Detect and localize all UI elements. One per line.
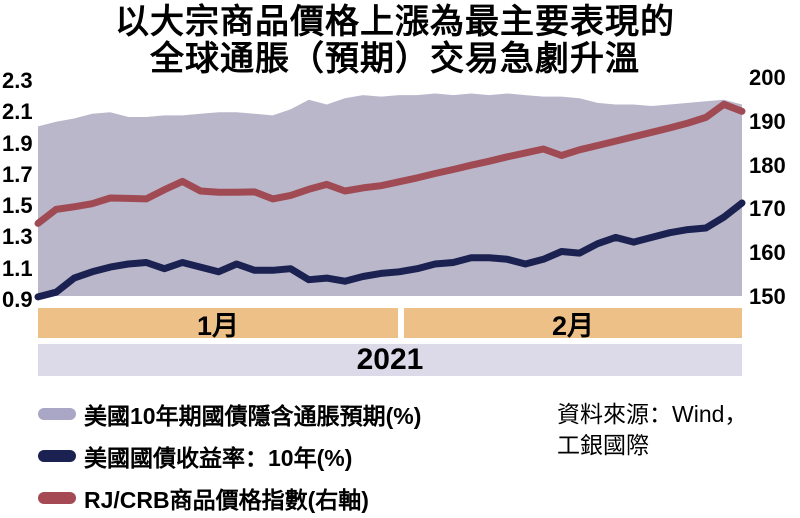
right-axis-tick: 200 [749, 65, 786, 90]
legend-item-breakeven: 美國10年期國債隱含通脹預期(%) [38, 402, 421, 429]
left-axis-tick: 1.5 [2, 193, 33, 218]
chart-title: 以大宗商品價格上漲為最主要表現的 全球通脹（預期）交易急劇升溫 [0, 4, 790, 78]
right-axis-tick: 170 [749, 196, 786, 221]
data-source-note: 資料來源：Wind， 工銀國際 [557, 399, 747, 461]
crb-index-line-series [34, 100, 746, 227]
chart-title-line1: 以大宗商品價格上漲為最主要表現的 [115, 3, 675, 41]
month-label-february: 2月 [551, 310, 595, 341]
month-label-january: 1月 [196, 310, 240, 341]
x-axis-year-band: 2021 [38, 343, 742, 376]
legend-item-yield: 美國國債收益率：10年(%) [38, 444, 352, 471]
year-label: 2021 [356, 343, 424, 376]
x-axis-band-february: 2月 [404, 308, 742, 341]
legend-label: 美國10年期國債隱含通脹預期(%) [84, 403, 422, 429]
left-axis-tick: 2.3 [2, 68, 33, 93]
left-axis-tick: 1.9 [2, 131, 33, 156]
legend-label: RJ/CRB商品價格指數(右軸) [84, 487, 369, 513]
right-axis-tick: 160 [749, 240, 786, 265]
left-axis-tick: 1.7 [2, 162, 33, 187]
right-axis-tick: 150 [749, 284, 786, 309]
x-axis-band-january: 1月 [38, 308, 398, 341]
breakeven-swatch-icon [38, 408, 76, 420]
crb-swatch-icon [38, 492, 76, 504]
chart-title-line2: 全球通脹（預期）交易急劇升溫 [150, 40, 640, 78]
right-axis-tick: 180 [749, 153, 786, 178]
yield-swatch-icon [38, 450, 76, 462]
legend-item-crb: RJ/CRB商品價格指數(右軸) [38, 486, 369, 513]
source-line1: 資料來源：Wind， [557, 401, 748, 427]
treasury-yield-line-series [34, 199, 746, 301]
right-axis-tick: 190 [749, 109, 786, 134]
breakeven-inflation-area-series [38, 93, 742, 296]
left-axis-tick: 1.3 [2, 224, 33, 249]
source-line2: 工銀國際 [557, 432, 649, 458]
left-axis-tick: 0.9 [2, 287, 33, 312]
left-axis-tick: 2.1 [2, 99, 33, 124]
legend-label: 美國國債收益率：10年(%) [84, 445, 353, 471]
left-axis-tick: 1.1 [2, 256, 33, 281]
chart-plot [34, 93, 746, 301]
